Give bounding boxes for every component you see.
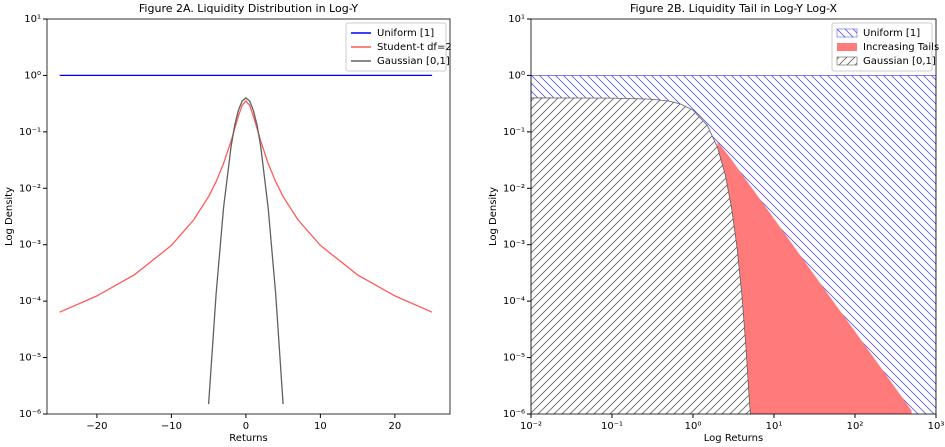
legend-label: Gaussian [0,1] (863, 56, 936, 67)
y-axis-label: Log Density (488, 187, 499, 246)
x-tick-label: 10⁰ (685, 421, 702, 432)
x-tick-label: 20 (389, 421, 402, 432)
y-tick-label: 10⁻³ (503, 240, 525, 251)
x-tick-label: −10 (161, 421, 182, 432)
x-tick-label: 10 (314, 421, 327, 432)
y-tick-label: 10⁻¹ (503, 127, 525, 138)
series-line (59, 99, 433, 313)
x-axis-label: Log Returns (704, 433, 763, 444)
y-tick-label: 10⁻⁴ (503, 296, 525, 307)
plot-frame (46, 18, 451, 415)
x-tick-label: 0 (243, 421, 249, 432)
series-line (207, 97, 284, 405)
y-tick-label: 10⁻⁴ (19, 296, 41, 307)
y-tick-label: 10⁰ (24, 70, 41, 81)
y-tick-label: 10⁻³ (19, 240, 41, 251)
y-tick-label: 10⁻² (19, 183, 41, 194)
legend-label: Student-t df=2 (377, 42, 452, 53)
plot-frame (530, 18, 937, 415)
chart-title: Figure 2A. Liquidity Distribution in Log… (139, 2, 358, 15)
x-tick-label: 10¹ (766, 421, 783, 432)
series-area (531, 97, 751, 414)
y-tick-label: 10⁻² (503, 183, 525, 194)
legend-swatch (837, 43, 857, 51)
y-tick-label: 10¹ (24, 14, 41, 25)
legend-label: Gaussian [0,1] (377, 56, 450, 67)
y-tick-label: 10⁻⁵ (503, 353, 525, 364)
y-tick-label: 10⁻⁶ (503, 409, 525, 420)
series-area (717, 141, 912, 414)
y-tick-label: 10⁻⁵ (19, 353, 41, 364)
x-axis-label: Returns (229, 433, 267, 444)
y-tick-label: 10⁻⁶ (19, 409, 41, 420)
legend-label: Uniform [1] (863, 28, 920, 39)
x-tick-label: 10⁻² (520, 421, 542, 432)
y-tick-label: 10⁻¹ (19, 127, 41, 138)
x-tick-label: 10² (847, 421, 864, 432)
plot-area (59, 74, 433, 405)
y-tick-label: 10⁰ (508, 70, 525, 81)
legend-box (345, 22, 447, 72)
chart-title: Figure 2B. Liquidity Tail in Log-Y Log-X (630, 2, 838, 15)
legend-label: Uniform [1] (377, 28, 434, 39)
legend-swatch (836, 28, 858, 38)
legend-label: Increasing Tails (863, 42, 939, 53)
legend-swatch (836, 56, 858, 66)
x-tick-label: 10³ (928, 421, 945, 432)
x-tick-label: 10⁻¹ (601, 421, 623, 432)
y-tick-label: 10¹ (508, 14, 525, 25)
x-tick-label: −20 (86, 421, 107, 432)
y-axis-label: Log Density (4, 187, 15, 246)
plot-area (531, 75, 936, 414)
